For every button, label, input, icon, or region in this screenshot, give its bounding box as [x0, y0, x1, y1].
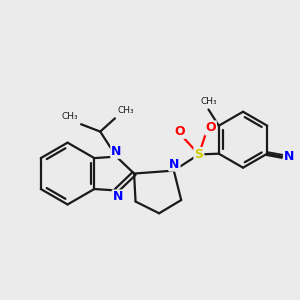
Text: O: O: [174, 125, 185, 138]
Text: S: S: [194, 148, 203, 161]
Text: N: N: [111, 145, 122, 158]
Text: O: O: [205, 122, 216, 134]
Text: CH₃: CH₃: [118, 106, 134, 116]
Text: N: N: [113, 190, 123, 203]
Text: N: N: [284, 150, 295, 163]
Text: CH₃: CH₃: [200, 97, 217, 106]
Text: N: N: [169, 158, 180, 171]
Text: CH₃: CH₃: [61, 112, 78, 121]
